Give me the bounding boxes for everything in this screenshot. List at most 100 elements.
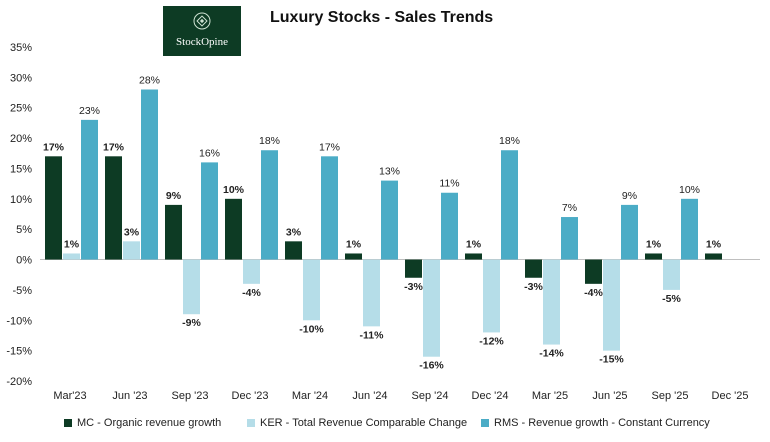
bar bbox=[585, 259, 602, 284]
bar bbox=[483, 259, 500, 333]
legend-label: KER - Total Revenue Comparable Change bbox=[260, 417, 468, 429]
data-label: -10% bbox=[299, 323, 324, 335]
bar bbox=[441, 192, 458, 260]
x-tick-label: Jun '23 bbox=[112, 390, 147, 402]
data-label: -5% bbox=[662, 293, 681, 305]
bar bbox=[405, 259, 422, 278]
data-label: 3% bbox=[124, 226, 140, 238]
legend-label: RMS - Revenue growth - Constant Currency bbox=[494, 417, 710, 429]
x-tick-label: Jun '25 bbox=[592, 390, 627, 402]
stockopine-logo: StockOpine bbox=[163, 6, 241, 56]
bar bbox=[63, 253, 80, 260]
y-tick-label: 0% bbox=[16, 255, 32, 267]
bar bbox=[345, 253, 362, 260]
bar bbox=[663, 259, 680, 290]
x-tick-label: Dec '24 bbox=[472, 390, 509, 402]
data-label: -3% bbox=[524, 281, 543, 293]
data-label: 23% bbox=[79, 105, 100, 117]
data-label: 18% bbox=[259, 135, 280, 147]
data-label: 9% bbox=[622, 190, 637, 202]
bar bbox=[201, 162, 218, 260]
data-label: 3% bbox=[286, 226, 302, 238]
bar bbox=[645, 253, 662, 260]
x-tick-label: Sep '24 bbox=[412, 390, 449, 402]
bar bbox=[543, 259, 560, 345]
data-label: 10% bbox=[679, 184, 700, 196]
bar bbox=[141, 89, 158, 260]
data-label: 1% bbox=[706, 238, 722, 250]
data-label: 1% bbox=[466, 238, 482, 250]
data-label: 1% bbox=[346, 238, 362, 250]
bar bbox=[705, 253, 722, 260]
bar bbox=[105, 156, 122, 260]
data-label: -4% bbox=[242, 287, 261, 299]
x-tick-label: Dec '25 bbox=[712, 390, 749, 402]
bar bbox=[45, 156, 62, 260]
data-label: -15% bbox=[599, 354, 624, 366]
y-tick-label: 35% bbox=[10, 42, 32, 54]
data-label: 10% bbox=[223, 184, 245, 196]
bar bbox=[423, 259, 440, 357]
bar bbox=[621, 204, 638, 260]
data-label: -4% bbox=[584, 287, 603, 299]
y-tick-label: -5% bbox=[12, 285, 32, 297]
data-label: 17% bbox=[103, 141, 125, 153]
data-label: 9% bbox=[166, 190, 182, 202]
y-tick-label: -20% bbox=[6, 376, 32, 388]
data-label: 13% bbox=[379, 166, 400, 178]
x-tick-label: Jun '24 bbox=[352, 390, 387, 402]
data-label: 17% bbox=[319, 141, 340, 153]
bar bbox=[465, 253, 482, 260]
x-tick-label: Dec '23 bbox=[232, 390, 269, 402]
legend-item: MC - Organic revenue growth bbox=[64, 417, 221, 429]
bar bbox=[321, 156, 338, 260]
data-label: 11% bbox=[439, 178, 459, 190]
data-label: -3% bbox=[404, 281, 423, 293]
data-label: 17% bbox=[43, 141, 65, 153]
bar bbox=[81, 119, 98, 260]
data-label: 1% bbox=[64, 238, 80, 250]
chart-title: Luxury Stocks - Sales Trends bbox=[270, 9, 494, 26]
bar bbox=[561, 217, 578, 260]
y-tick-label: 20% bbox=[10, 133, 32, 145]
bar bbox=[285, 241, 302, 260]
diamond-emblem-icon bbox=[193, 12, 211, 30]
logo-text: StockOpine bbox=[176, 36, 228, 48]
y-tick-label: -10% bbox=[6, 315, 32, 327]
data-label: -11% bbox=[360, 329, 385, 341]
data-label: 1% bbox=[646, 238, 662, 250]
bar bbox=[363, 259, 380, 327]
data-label: -16% bbox=[419, 360, 444, 372]
bar bbox=[243, 259, 260, 284]
bar bbox=[183, 259, 200, 315]
bar bbox=[261, 150, 278, 260]
data-label: 7% bbox=[562, 202, 577, 214]
bar bbox=[165, 204, 182, 260]
bar bbox=[501, 150, 518, 260]
legend-item: RMS - Revenue growth - Constant Currency bbox=[481, 417, 710, 429]
data-label: 16% bbox=[199, 147, 220, 159]
y-tick-label: 10% bbox=[10, 194, 32, 206]
data-label: -9% bbox=[182, 317, 201, 329]
x-tick-label: Sep '25 bbox=[652, 390, 689, 402]
data-label: -14% bbox=[539, 348, 564, 360]
y-tick-label: 5% bbox=[16, 224, 32, 236]
y-tick-label: 25% bbox=[10, 103, 32, 115]
bar bbox=[303, 259, 320, 321]
data-label: 18% bbox=[499, 135, 520, 147]
y-tick-label: -15% bbox=[6, 346, 32, 358]
bar bbox=[681, 198, 698, 260]
y-tick-label: 30% bbox=[10, 72, 32, 84]
bar bbox=[525, 259, 542, 278]
x-tick-label: Mar '25 bbox=[532, 390, 568, 402]
x-tick-label: Sep '23 bbox=[172, 390, 209, 402]
y-tick-label: 15% bbox=[10, 163, 32, 175]
legend-swatch bbox=[481, 419, 489, 427]
data-label: -12% bbox=[479, 335, 504, 347]
chart-legend: MC - Organic revenue growth KER - Total R… bbox=[0, 417, 770, 433]
legend-swatch bbox=[64, 419, 72, 427]
bar bbox=[123, 241, 140, 260]
x-tick-label: Mar'23 bbox=[53, 390, 86, 402]
legend-item: KER - Total Revenue Comparable Change bbox=[247, 417, 467, 429]
